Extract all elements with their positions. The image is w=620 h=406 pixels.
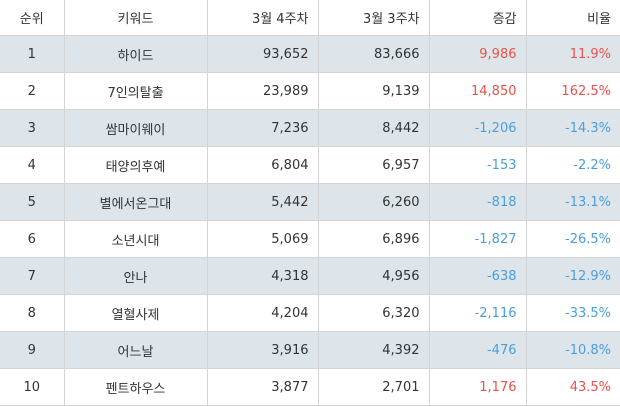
cell-keyword: 별에서온그대: [64, 183, 208, 221]
cell-rank: 1: [0, 35, 65, 73]
cell-ratio: 11.9%: [526, 35, 620, 73]
cell-week4: 5,442: [207, 183, 319, 221]
table-row: 7 안나 4,318 4,956 -638 -12.9%: [0, 257, 620, 295]
cell-week4: 23,989: [207, 72, 319, 110]
table-body: 1 하이드 93,652 83,666 9,986 11.9% 2 7인의탈출 23,989 9,…: [0, 35, 620, 406]
cell-change: -1,827: [429, 220, 527, 258]
table-row: 9 어느날 3,916 4,392 -476 -10.8%: [0, 331, 620, 369]
cell-rank: 5: [0, 183, 65, 221]
header-row: 순위 키워드 3월 4주차 3월 3주차 증감 비율: [0, 0, 620, 36]
cell-rank: 6: [0, 220, 65, 258]
cell-week3: 6,896: [318, 220, 430, 258]
table-header: 순위 키워드 3월 4주차 3월 3주차 증감 비율: [0, 0, 620, 36]
cell-change: -818: [429, 183, 527, 221]
cell-rank: 4: [0, 146, 65, 184]
cell-week4: 4,204: [207, 294, 319, 332]
cell-rank: 3: [0, 109, 65, 147]
cell-ratio: 162.5%: [526, 72, 620, 110]
cell-keyword: 소년시대: [64, 220, 208, 258]
header-week3: 3월 3주차: [318, 0, 430, 36]
cell-ratio: -26.5%: [526, 220, 620, 258]
cell-keyword: 태양의후예: [64, 146, 208, 184]
table-row: 1 하이드 93,652 83,666 9,986 11.9%: [0, 35, 620, 73]
cell-week4: 5,069: [207, 220, 319, 258]
table-row: 6 소년시대 5,069 6,896 -1,827 -26.5%: [0, 220, 620, 258]
table-row: 5 별에서온그대 5,442 6,260 -818 -13.1%: [0, 183, 620, 221]
cell-week3: 9,139: [318, 72, 430, 110]
cell-rank: 8: [0, 294, 65, 332]
cell-rank: 2: [0, 72, 65, 110]
table-row: 8 열혈사제 4,204 6,320 -2,116 -33.5%: [0, 294, 620, 332]
cell-rank: 9: [0, 331, 65, 369]
table-row: 3 쌈마이웨이 7,236 8,442 -1,206 -14.3%: [0, 109, 620, 147]
header-week4: 3월 4주차: [207, 0, 319, 36]
cell-week4: 3,916: [207, 331, 319, 369]
cell-change: -2,116: [429, 294, 527, 332]
cell-ratio: -10.8%: [526, 331, 620, 369]
table-row: 10 펜트하우스 3,877 2,701 1,176 43.5%: [0, 368, 620, 406]
header-keyword: 키워드: [64, 0, 208, 36]
cell-week3: 8,442: [318, 109, 430, 147]
cell-week4: 7,236: [207, 109, 319, 147]
cell-rank: 7: [0, 257, 65, 295]
cell-week4: 4,318: [207, 257, 319, 295]
cell-keyword: 하이드: [64, 35, 208, 73]
cell-ratio: -33.5%: [526, 294, 620, 332]
table-row: 4 태양의후예 6,804 6,957 -153 -2.2%: [0, 146, 620, 184]
cell-change: -638: [429, 257, 527, 295]
table-row: 2 7인의탈출 23,989 9,139 14,850 162.5%: [0, 72, 620, 110]
header-ratio: 비율: [526, 0, 620, 36]
cell-week3: 6,320: [318, 294, 430, 332]
cell-week3: 83,666: [318, 35, 430, 73]
cell-change: -476: [429, 331, 527, 369]
cell-ratio: -12.9%: [526, 257, 620, 295]
cell-ratio: -2.2%: [526, 146, 620, 184]
cell-ratio: -14.3%: [526, 109, 620, 147]
cell-week3: 6,957: [318, 146, 430, 184]
cell-change: -153: [429, 146, 527, 184]
cell-keyword: 7인의탈출: [64, 72, 208, 110]
cell-keyword: 쌈마이웨이: [64, 109, 208, 147]
cell-week4: 6,804: [207, 146, 319, 184]
cell-ratio: -13.1%: [526, 183, 620, 221]
cell-keyword: 열혈사제: [64, 294, 208, 332]
cell-keyword: 안나: [64, 257, 208, 295]
cell-week3: 6,260: [318, 183, 430, 221]
cell-change: 14,850: [429, 72, 527, 110]
cell-week3: 4,392: [318, 331, 430, 369]
header-change: 증감: [429, 0, 527, 36]
cell-week3: 4,956: [318, 257, 430, 295]
cell-change: -1,206: [429, 109, 527, 147]
cell-week4: 93,652: [207, 35, 319, 73]
header-rank: 순위: [0, 0, 65, 36]
cell-change: 9,986: [429, 35, 527, 73]
cell-keyword: 어느날: [64, 331, 208, 369]
